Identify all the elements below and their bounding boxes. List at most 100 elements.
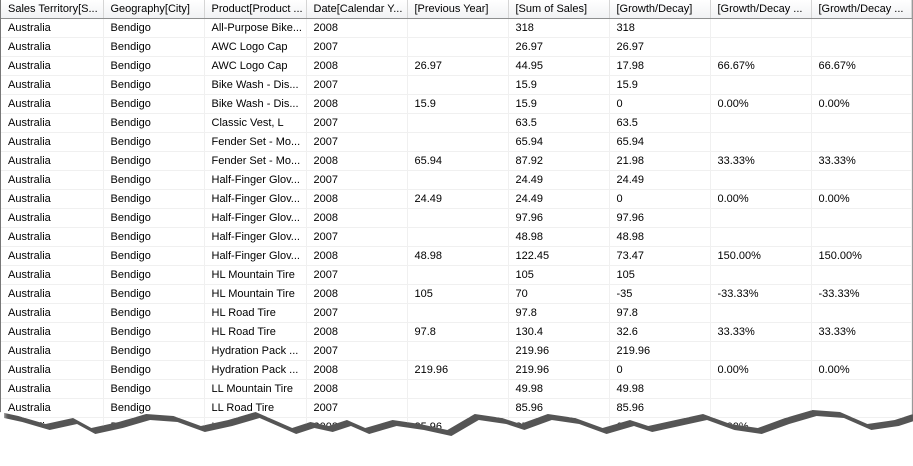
table-cell[interactable] — [407, 379, 509, 399]
table-cell[interactable]: Australia — [1, 18, 104, 38]
table-cell[interactable]: Half-Finger Glov... — [204, 208, 307, 228]
table-cell[interactable]: Australia — [1, 284, 104, 304]
table-cell[interactable]: Australia — [1, 37, 104, 57]
table-cell[interactable]: 2008 — [306, 322, 408, 342]
table-cell[interactable]: Bendigo — [103, 37, 205, 57]
table-cell[interactable]: Hydration Pack ... — [204, 341, 307, 361]
table-cell[interactable]: 15.9 — [508, 75, 610, 95]
table-row[interactable]: Australia Bendigo Hydration Pack ... 2008 21… — [1, 360, 912, 380]
table-cell[interactable]: 85.96 — [508, 398, 610, 418]
table-cell[interactable] — [710, 18, 812, 38]
table-row[interactable]: Australia Bendigo AWC Logo Cap 2007 26.97 26.… — [1, 37, 912, 57]
column-header[interactable]: Sales Territory[S... — [1, 0, 104, 19]
table-cell[interactable] — [710, 75, 812, 95]
table-cell[interactable]: LL Mountain Tire — [204, 379, 307, 399]
table-cell[interactable]: Australia — [1, 113, 104, 133]
table-cell[interactable]: Classic Vest, L — [204, 113, 307, 133]
table-cell[interactable]: 0 — [609, 189, 711, 209]
table-cell[interactable]: 26.97 — [407, 56, 509, 76]
table-row[interactable]: Australia Bendigo Half-Finger Glov... 2007 4… — [1, 227, 912, 247]
table-cell[interactable]: -33.33% — [811, 284, 912, 304]
table-cell[interactable] — [811, 37, 912, 57]
table-cell[interactable] — [407, 341, 509, 361]
table-cell[interactable]: 2007 — [306, 170, 408, 190]
table-cell[interactable] — [407, 227, 509, 247]
table-cell[interactable]: 21.98 — [609, 151, 711, 171]
table-cell[interactable]: Bike Wash - Dis... — [204, 75, 307, 95]
table-cell[interactable]: Bendigo — [103, 170, 205, 190]
table-cell[interactable]: Half-Finger Glov... — [204, 246, 307, 266]
table-cell[interactable]: Bendigo — [103, 360, 205, 380]
table-cell[interactable] — [710, 265, 812, 285]
table-cell[interactable]: AWC Logo Cap — [204, 56, 307, 76]
table-cell[interactable]: -35 — [609, 284, 711, 304]
table-cell[interactable]: 24.49 — [508, 170, 610, 190]
table-cell[interactable]: Bendigo — [103, 303, 205, 323]
table-cell[interactable]: 2007 — [306, 341, 408, 361]
table-row[interactable]: Australia Bendigo HL Road Tire 2008 97.8 130.… — [1, 322, 912, 342]
table-cell[interactable]: 24.49 — [407, 189, 509, 209]
table-cell[interactable]: Australia — [1, 227, 104, 247]
table-row[interactable]: Australia Bendigo Fender Set - Mo... 2007 65… — [1, 132, 912, 152]
table-row[interactable]: Australia Bendigo Half-Finger Glov... 2008 4… — [1, 246, 912, 266]
table-cell[interactable]: 105 — [508, 265, 610, 285]
table-cell[interactable]: Bendigo — [103, 75, 205, 95]
column-header[interactable]: [Sum of Sales] — [508, 0, 610, 19]
table-cell[interactable] — [811, 379, 912, 399]
table-cell[interactable]: HL Road Tire — [204, 322, 307, 342]
column-header[interactable]: Geography[City] — [103, 0, 205, 19]
table-cell[interactable]: 2007 — [306, 265, 408, 285]
table-cell[interactable]: 2008 — [306, 56, 408, 76]
table-cell[interactable]: Bendigo — [103, 265, 205, 285]
table-cell[interactable]: Australia — [1, 398, 104, 418]
table-cell[interactable]: 33.33% — [811, 322, 912, 342]
table-cell[interactable]: Australia — [1, 94, 104, 114]
table-cell[interactable]: 15.9 — [407, 94, 509, 114]
table-cell[interactable]: 17.98 — [609, 56, 711, 76]
table-cell[interactable]: Bendigo — [103, 56, 205, 76]
table-cell[interactable]: 0 — [609, 360, 711, 380]
table-cell[interactable]: Australia — [1, 75, 104, 95]
table-cell[interactable]: 65.94 — [407, 151, 509, 171]
table-cell[interactable] — [710, 398, 812, 418]
table-cell[interactable]: Australia — [1, 170, 104, 190]
table-cell[interactable] — [407, 265, 509, 285]
table-cell[interactable] — [407, 113, 509, 133]
table-cell[interactable] — [710, 379, 812, 399]
table-cell[interactable]: 2007 — [306, 75, 408, 95]
table-cell[interactable]: Fender Set - Mo... — [204, 132, 307, 152]
table-cell[interactable]: 97.96 — [508, 208, 610, 228]
table-cell[interactable]: Bendigo — [103, 322, 205, 342]
table-cell[interactable]: 0.00% — [811, 360, 912, 380]
table-cell[interactable] — [710, 341, 812, 361]
table-cell[interactable] — [811, 227, 912, 247]
table-cell[interactable]: Bendigo — [103, 341, 205, 361]
table-cell[interactable] — [811, 132, 912, 152]
table-cell[interactable]: 63.5 — [508, 113, 610, 133]
table-cell[interactable]: All-Purpose Bike... — [204, 18, 307, 38]
table-cell[interactable]: 97.8 — [407, 322, 509, 342]
table-cell[interactable]: 65.94 — [508, 132, 610, 152]
table-cell[interactable]: 2008 — [306, 379, 408, 399]
table-cell[interactable]: Bike Wash - Dis... — [204, 94, 307, 114]
table-cell[interactable]: 219.96 — [508, 341, 610, 361]
table-cell[interactable]: Bendigo — [103, 132, 205, 152]
table-cell[interactable] — [710, 37, 812, 57]
table-cell[interactable]: HL Mountain Tire — [204, 265, 307, 285]
table-cell[interactable]: Australia — [1, 132, 104, 152]
table-cell[interactable] — [710, 113, 812, 133]
table-cell[interactable]: 2008 — [306, 246, 408, 266]
table-cell[interactable]: Bendigo — [103, 189, 205, 209]
table-row[interactable]: Australia Bendigo HL Road Tire 2007 97.8 97.8 — [1, 303, 912, 323]
table-cell[interactable] — [710, 170, 812, 190]
table-cell[interactable]: 0 — [609, 94, 711, 114]
table-cell[interactable]: Bendigo — [103, 246, 205, 266]
column-header[interactable]: [Growth/Decay ... — [811, 0, 912, 19]
table-cell[interactable]: 2007 — [306, 398, 408, 418]
table-cell[interactable]: 2008 — [306, 151, 408, 171]
table-cell[interactable] — [811, 303, 912, 323]
table-cell[interactable]: Bendigo — [103, 18, 205, 38]
table-cell[interactable]: 48.98 — [508, 227, 610, 247]
table-cell[interactable]: 66.67% — [710, 56, 812, 76]
table-cell[interactable]: 130.4 — [508, 322, 610, 342]
